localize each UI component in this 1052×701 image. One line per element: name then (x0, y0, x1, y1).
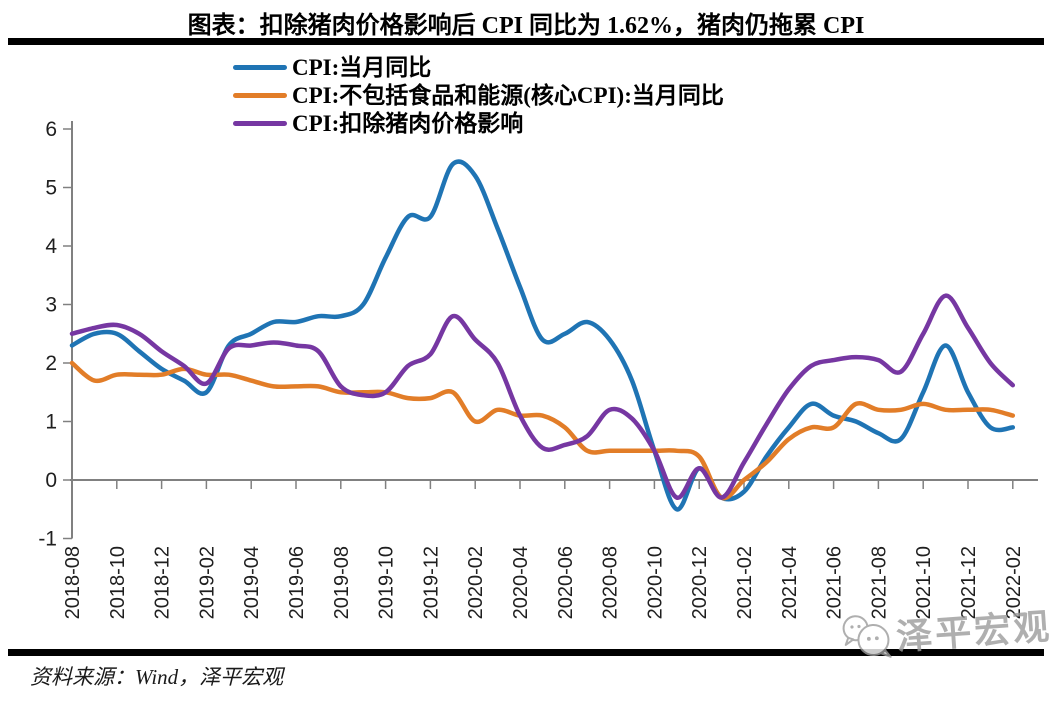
wechat-icon (842, 615, 892, 658)
x-tick-label: 2018-12 (152, 546, 174, 619)
watermark-text: 泽平宏观 (894, 606, 1052, 658)
legend-label-cpi-yoy: CPI:当月同比 (292, 54, 432, 80)
x-tick-label: 2020-06 (555, 546, 577, 619)
x-tick-label: 2020-02 (465, 546, 487, 619)
legend-item-core-cpi: CPI:不包括食品和能源(核心CPI):当月同比 (233, 81, 724, 109)
chart-legend: CPI:当月同比 CPI:不包括食品和能源(核心CPI):当月同比 CPI:扣除… (233, 53, 724, 137)
series-line-0 (69, 159, 1016, 512)
source-note: 资料来源：Wind，泽平宏观 (30, 665, 284, 689)
legend-item-ex-pork: CPI:扣除猪肉价格影响 (233, 109, 724, 137)
x-tick-label: 2020-04 (510, 546, 532, 619)
y-tick-label: -1 (38, 528, 57, 551)
y-tick-label: 5 (45, 177, 57, 200)
x-tick-label: 2019-12 (420, 546, 442, 619)
x-tick-label: 2022-02 (1003, 546, 1025, 619)
x-tick-label: 2021-04 (779, 546, 801, 619)
legend-label-core-cpi: CPI:不包括食品和能源(核心CPI):当月同比 (292, 82, 724, 108)
x-tick-label: 2019-02 (196, 546, 218, 619)
purple-line-swatch (233, 120, 287, 126)
y-tick-label: 2 (45, 352, 57, 375)
x-tick-label: 2018-08 (62, 546, 84, 619)
x-tick-label: 2020-12 (689, 546, 711, 619)
x-tick-label: 2020-10 (644, 546, 666, 619)
orange-line-swatch (233, 92, 287, 98)
x-tick-label: 2018-10 (107, 546, 129, 619)
bottom-rule (8, 649, 1044, 656)
x-tick-label: 2019-08 (331, 546, 353, 619)
top-rule (8, 38, 1044, 45)
x-tick-label: 2021-12 (958, 546, 980, 619)
legend-item-cpi-yoy: CPI:当月同比 (233, 53, 724, 81)
y-tick-label: 1 (45, 411, 57, 434)
y-tick-label: 3 (45, 294, 57, 317)
y-tick-label: 6 (45, 118, 57, 141)
x-tick-label: 2021-08 (868, 546, 890, 619)
watermark: 泽平宏观 (836, 597, 1052, 666)
x-tick-label: 2021-02 (734, 546, 756, 619)
blue-line-swatch (233, 64, 287, 70)
x-tick-label: 2019-04 (241, 546, 263, 619)
page-title: 图表：扣除猪肉价格影响后 CPI 同比为 1.62%，猪肉仍拖累 CPI (187, 13, 865, 39)
x-tick-label: 2019-06 (286, 546, 308, 619)
x-tick-label: 2021-10 (913, 546, 935, 619)
series-line-1 (69, 360, 1016, 501)
x-tick-label: 2019-10 (376, 546, 398, 619)
legend-label-ex-pork: CPI:扣除猪肉价格影响 (292, 110, 524, 136)
y-tick-label: 4 (45, 235, 57, 258)
x-tick-label: 2021-06 (824, 546, 846, 619)
series-line-2 (69, 293, 1016, 500)
x-tick-label: 2020-08 (600, 546, 622, 619)
y-tick-label: 0 (45, 469, 57, 492)
